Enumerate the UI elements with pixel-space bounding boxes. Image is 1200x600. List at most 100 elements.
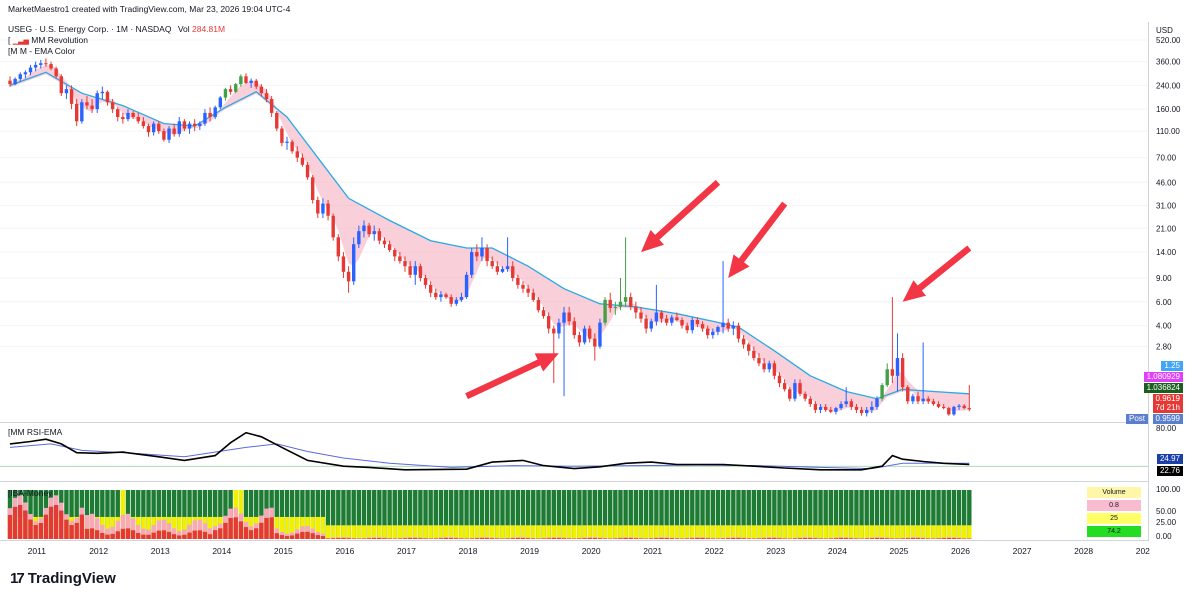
candle-body — [59, 76, 63, 94]
money-column — [43, 490, 49, 539]
money-column — [59, 490, 64, 539]
candle — [562, 306, 566, 397]
money-green — [823, 490, 828, 539]
money-column — [233, 490, 238, 539]
money-green — [274, 490, 279, 539]
money-green — [361, 490, 367, 539]
candle — [649, 318, 653, 332]
rsi-title[interactable]: [MM RSI-EMA — [8, 427, 63, 437]
money-yellow — [638, 525, 644, 539]
money-red — [736, 538, 741, 539]
indicator-mm-revolution[interactable]: [ ▁▃▅ MM Revolution — [8, 35, 88, 45]
candle-body — [772, 363, 777, 376]
candle-body — [854, 406, 859, 410]
money-red — [177, 535, 182, 539]
candle — [362, 220, 366, 238]
candle — [470, 248, 474, 278]
money-pink — [833, 537, 839, 539]
candle — [100, 86, 105, 100]
money-red — [587, 538, 592, 539]
money-red — [402, 538, 408, 539]
money-column — [151, 490, 156, 539]
money-green — [74, 490, 79, 539]
money-column — [551, 490, 556, 539]
candle — [618, 277, 623, 311]
money-green — [597, 490, 603, 539]
money-yellow — [869, 525, 875, 539]
money-red — [479, 538, 485, 539]
money-pink — [654, 537, 659, 539]
money-green — [510, 490, 515, 539]
money-column — [259, 490, 264, 539]
money-green — [130, 490, 136, 539]
money-red — [254, 528, 259, 539]
candle-body — [895, 358, 900, 376]
money-green — [679, 490, 685, 539]
candle — [485, 244, 489, 267]
candle — [182, 119, 187, 132]
money-yellow — [500, 525, 505, 539]
money-column — [341, 490, 346, 539]
money-yellow — [561, 525, 567, 539]
money-yellow — [274, 516, 279, 539]
candle-body — [890, 369, 895, 376]
money-yellow — [474, 525, 480, 539]
money-column — [156, 490, 161, 539]
candle — [239, 74, 243, 87]
money-pink — [387, 537, 392, 539]
rsi-title-text: MM RSI-EMA — [10, 427, 63, 437]
candle-body — [711, 331, 715, 336]
money-column — [869, 490, 875, 539]
money-title[interactable]: [IBA-Money — [8, 488, 53, 498]
candle-body — [305, 164, 310, 178]
money-column — [802, 490, 808, 539]
money-column — [315, 490, 320, 539]
money-green — [566, 490, 572, 539]
money-yellow — [433, 525, 438, 539]
money-column — [372, 490, 377, 539]
money-pink — [171, 528, 177, 535]
money-red — [423, 538, 428, 539]
candle — [177, 116, 181, 137]
money-pink — [407, 537, 413, 539]
candle-body — [136, 116, 140, 122]
candle-body — [275, 112, 279, 129]
money-yellow — [418, 525, 423, 539]
money-red — [869, 538, 875, 539]
money-yellow — [556, 525, 562, 539]
money-yellow — [767, 525, 772, 539]
candle-body — [208, 112, 212, 117]
money-green — [931, 490, 936, 539]
money-yellow — [772, 525, 777, 539]
money-column — [361, 490, 367, 539]
money-pink — [202, 523, 208, 532]
money-column — [643, 490, 649, 539]
money-green — [110, 490, 115, 539]
candle — [413, 261, 417, 285]
money-column — [782, 490, 787, 539]
candle — [659, 310, 664, 323]
money-green — [520, 490, 526, 539]
money-column — [351, 490, 356, 539]
money-red — [443, 538, 449, 539]
candle — [900, 353, 905, 392]
money-yellow — [674, 525, 680, 539]
price-tick-label: 520.00 — [1156, 36, 1181, 45]
candle-body — [557, 322, 561, 334]
money-yellow — [654, 525, 659, 539]
volume-table-row-yellow: 25 — [1087, 513, 1141, 524]
indicator-ema-color[interactable]: [M M - EMA Color — [8, 46, 76, 56]
money-red — [849, 538, 854, 539]
money-pink — [479, 537, 485, 539]
candle — [326, 200, 330, 221]
candle — [598, 318, 602, 349]
candle — [700, 321, 705, 332]
money-pink — [382, 537, 387, 539]
tradingview-logo[interactable]: 17 TradingView — [10, 570, 116, 587]
money-column — [12, 490, 18, 539]
symbol-legend[interactable]: USEG · U.S. Energy Corp. · 1M · NASDAQ V… — [8, 24, 225, 34]
money-pink — [767, 537, 772, 539]
money-pink — [315, 531, 320, 536]
candle — [772, 360, 777, 380]
money-green — [643, 490, 649, 539]
